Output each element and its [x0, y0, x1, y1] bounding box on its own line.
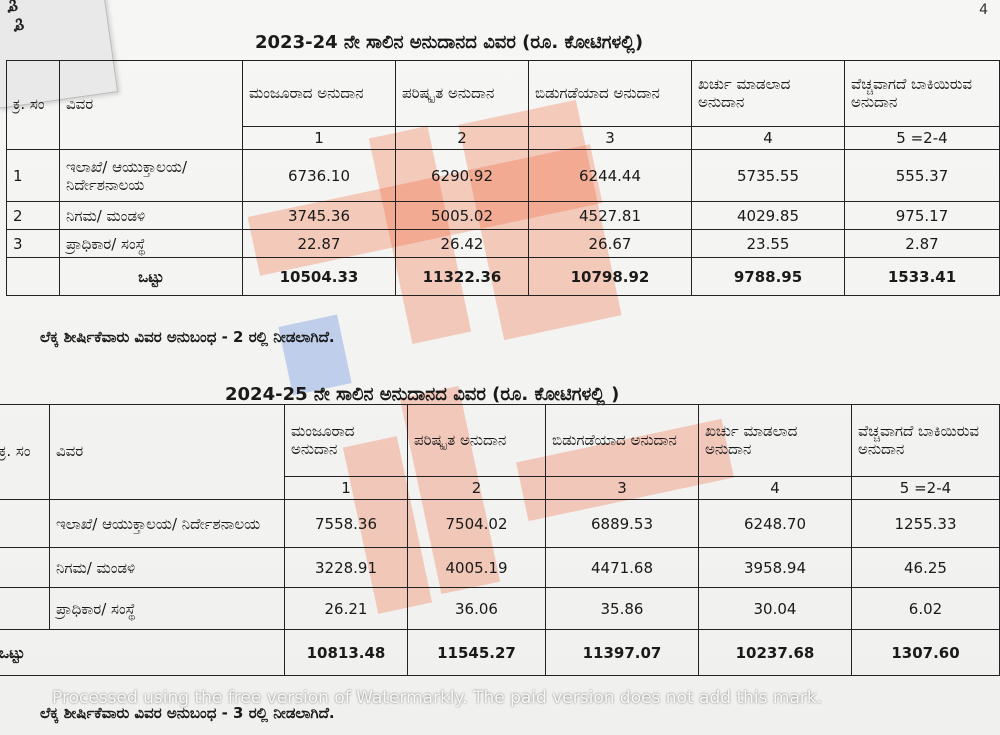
header-sl: ಕ್ರ. ಸಂ	[6, 60, 60, 150]
table2: ಕ್ರ. ಸಂ ವಿವರ ಮಂಜೂರಾದ ಅನುದಾನ ಪರಿಷ್ಕೃತ ಅನು…	[0, 404, 1000, 676]
cell-value: 5735.55	[691, 149, 845, 202]
table-row: 3 ಪ್ರಾಧಿಕಾರ/ ಸಂಸ್ಥೆ 22.87 26.42 26.67 23…	[6, 229, 1000, 258]
header-revised: ಪರಿಷ್ಕೃತ ಅನುದಾನ	[395, 60, 529, 127]
cell-value: 4029.85	[691, 201, 845, 230]
watermark-notice: Processed using the free version of Wate…	[52, 688, 823, 708]
cell-value: 26.21	[284, 587, 408, 630]
table2-note: ಲೆಕ್ಕ ಶೀರ್ಷಿಕೆವಾರು ವಿವರ ಅನುಬಂಧ - 3 ರಲ್ಲಿ…	[40, 704, 335, 722]
total-row: ಒಟ್ಟು 10504.33 11322.36 10798.92 9788.95…	[6, 257, 1000, 296]
row-description: ಪ್ರಾಧಿಕಾರ/ ಸಂಸ್ಥೆ	[49, 587, 285, 630]
row-sl: 2	[6, 201, 60, 230]
table-row: 2 ನಿಗಮ/ ಮಂಡಳಿ 3745.36 5005.02 4527.81 40…	[6, 201, 1000, 230]
total-value: 10504.33	[242, 257, 396, 296]
table2-title: 2024-25 ನೇ ಸಾಲಿನ ಅನುದಾನದ ವಿವರ (ರೂ. ಕೋಟಿಗ…	[225, 384, 620, 405]
header-released: ಬಿಡುಗಡೆಯಾದ ಅನುದಾನ	[545, 404, 699, 477]
table1: ಕ್ರ. ಸಂ ವಿವರ ಮಂಜೂರಾದ ಅನುದಾನ ಪರಿಷ್ಕೃತ ಅನು…	[6, 60, 1000, 296]
cell-value: 4471.68	[545, 547, 699, 588]
cell-value: 975.17	[844, 201, 1000, 230]
cell-value: 555.37	[844, 149, 1000, 202]
total-row: ಒಟ್ಟು 10813.48 11545.27 11397.07 10237.6…	[0, 629, 1000, 676]
colnum: 5 =2-4	[851, 476, 1000, 500]
total-value: 10237.68	[698, 629, 852, 676]
row-description: ಇಲಾಖೆ/ ಆಯುಕ್ತಾಲಯ/ ನಿರ್ದೇಶನಾಲಯ	[59, 149, 243, 202]
cell-value: 6244.44	[528, 149, 692, 202]
total-value: 10798.92	[528, 257, 692, 296]
row-description: ಪ್ರಾಧಿಕಾರ/ ಸಂಸ್ಥೆ	[59, 229, 243, 258]
total-value: 1307.60	[851, 629, 1000, 676]
row-description: ಇಲಾಖೆ/ ಆಯುಕ್ತಾಲಯ/ ನಿರ್ದೇಶನಾಲಯ	[49, 499, 285, 548]
header-sanctioned: ಮಂಜೂರಾದ ಅನುದಾನ	[284, 404, 408, 477]
cell-value: 6736.10	[242, 149, 396, 202]
row-sl	[0, 499, 50, 548]
colnum: 4	[698, 476, 852, 500]
table1-title: 2023-24 ನೇ ಸಾಲಿನ ಅನುದಾನದ ವಿವರ (ರೂ. ಕೋಟಿಗ…	[255, 32, 644, 53]
row-sl: 3	[6, 229, 60, 258]
header-description: ವಿವರ	[49, 404, 285, 500]
cell-value: 6248.70	[698, 499, 852, 548]
cell-value: 36.06	[407, 587, 546, 630]
cell-value: 2.87	[844, 229, 1000, 258]
cell-value: 22.87	[242, 229, 396, 258]
cell-value: 6.02	[851, 587, 1000, 630]
total-label: ಒಟ್ಟು	[59, 257, 243, 296]
header-sanctioned: ಮಂಜೂರಾದ ಅನುದಾನ	[242, 60, 396, 127]
row-sl: 1	[6, 149, 60, 202]
colnum: 3	[528, 126, 692, 150]
cell-value: 1255.33	[851, 499, 1000, 548]
row-sl	[0, 547, 50, 588]
table-row: ಇಲಾಖೆ/ ಆಯುಕ್ತಾಲಯ/ ನಿರ್ದೇಶನಾಲಯ 7558.36 75…	[0, 499, 1000, 548]
cell-value: 5005.02	[395, 201, 529, 230]
colnum: 2	[395, 126, 529, 150]
cell-value: 35.86	[545, 587, 699, 630]
total-spacer	[6, 257, 60, 296]
colnum: 5 =2-4	[844, 126, 1000, 150]
header-description: ವಿವರ	[59, 60, 243, 150]
cell-value: 26.67	[528, 229, 692, 258]
cell-value: 3228.91	[284, 547, 408, 588]
cell-value: 6290.92	[395, 149, 529, 202]
page-number: 4	[979, 2, 988, 18]
header-released: ಬಿಡುಗಡೆಯಾದ ಅನುದಾನ	[528, 60, 692, 127]
total-value: 11545.27	[407, 629, 546, 676]
table-row: ನಿಗಮ/ ಮಂಡಳಿ 3228.91 4005.19 4471.68 3958…	[0, 547, 1000, 588]
header-revised: ಪರಿಷ್ಕೃತ ಅನುದಾನ	[407, 404, 546, 477]
cell-value: 4527.81	[528, 201, 692, 230]
header-balance: ವೆಚ್ಚವಾಗದೆ ಬಾಕಿಯಿರುವ ಅನುದಾನ	[851, 404, 1000, 477]
cell-value: 26.42	[395, 229, 529, 258]
corner-text: ಇ ಇ	[0, 0, 33, 35]
total-value: 1533.41	[844, 257, 1000, 296]
cell-value: 7558.36	[284, 499, 408, 548]
colnum: 4	[691, 126, 845, 150]
header-spent: ಖರ್ಚು ಮಾಡಲಾದ ಅನುದಾನ	[691, 60, 845, 127]
total-label: ಒಟ್ಟು	[0, 629, 285, 676]
table-row: ಪ್ರಾಧಿಕಾರ/ ಸಂಸ್ಥೆ 26.21 36.06 35.86 30.0…	[0, 587, 1000, 630]
header-spent: ಖರ್ಚು ಮಾಡಲಾದ ಅನುದಾನ	[698, 404, 852, 477]
table1-note: ಲೆಕ್ಕ ಶೀರ್ಷಿಕೆವಾರು ವಿವರ ಅನುಬಂಧ - 2 ರಲ್ಲಿ…	[40, 328, 335, 346]
colnum: 3	[545, 476, 699, 500]
total-value: 9788.95	[691, 257, 845, 296]
cell-value: 3958.94	[698, 547, 852, 588]
cell-value: 46.25	[851, 547, 1000, 588]
cell-value: 7504.02	[407, 499, 546, 548]
cell-value: 23.55	[691, 229, 845, 258]
cell-value: 6889.53	[545, 499, 699, 548]
cell-value: 4005.19	[407, 547, 546, 588]
cell-value: 30.04	[698, 587, 852, 630]
header-sl: ಕ್ರ. ಸಂ	[0, 404, 50, 500]
colnum: 2	[407, 476, 546, 500]
row-description: ನಿಗಮ/ ಮಂಡಳಿ	[59, 201, 243, 230]
cell-value: 3745.36	[242, 201, 396, 230]
colnum: 1	[242, 126, 396, 150]
total-value: 11322.36	[395, 257, 529, 296]
table-row: 1 ಇಲಾಖೆ/ ಆಯುಕ್ತಾಲಯ/ ನಿರ್ದೇಶನಾಲಯ 6736.10 …	[6, 149, 1000, 202]
header-balance: ವೆಚ್ಚವಾಗದೆ ಬಾಕಿಯಿರುವ ಅನುದಾನ	[844, 60, 1000, 127]
total-value: 11397.07	[545, 629, 699, 676]
row-description: ನಿಗಮ/ ಮಂಡಳಿ	[49, 547, 285, 588]
colnum: 1	[284, 476, 408, 500]
total-value: 10813.48	[284, 629, 408, 676]
row-sl	[0, 587, 50, 630]
